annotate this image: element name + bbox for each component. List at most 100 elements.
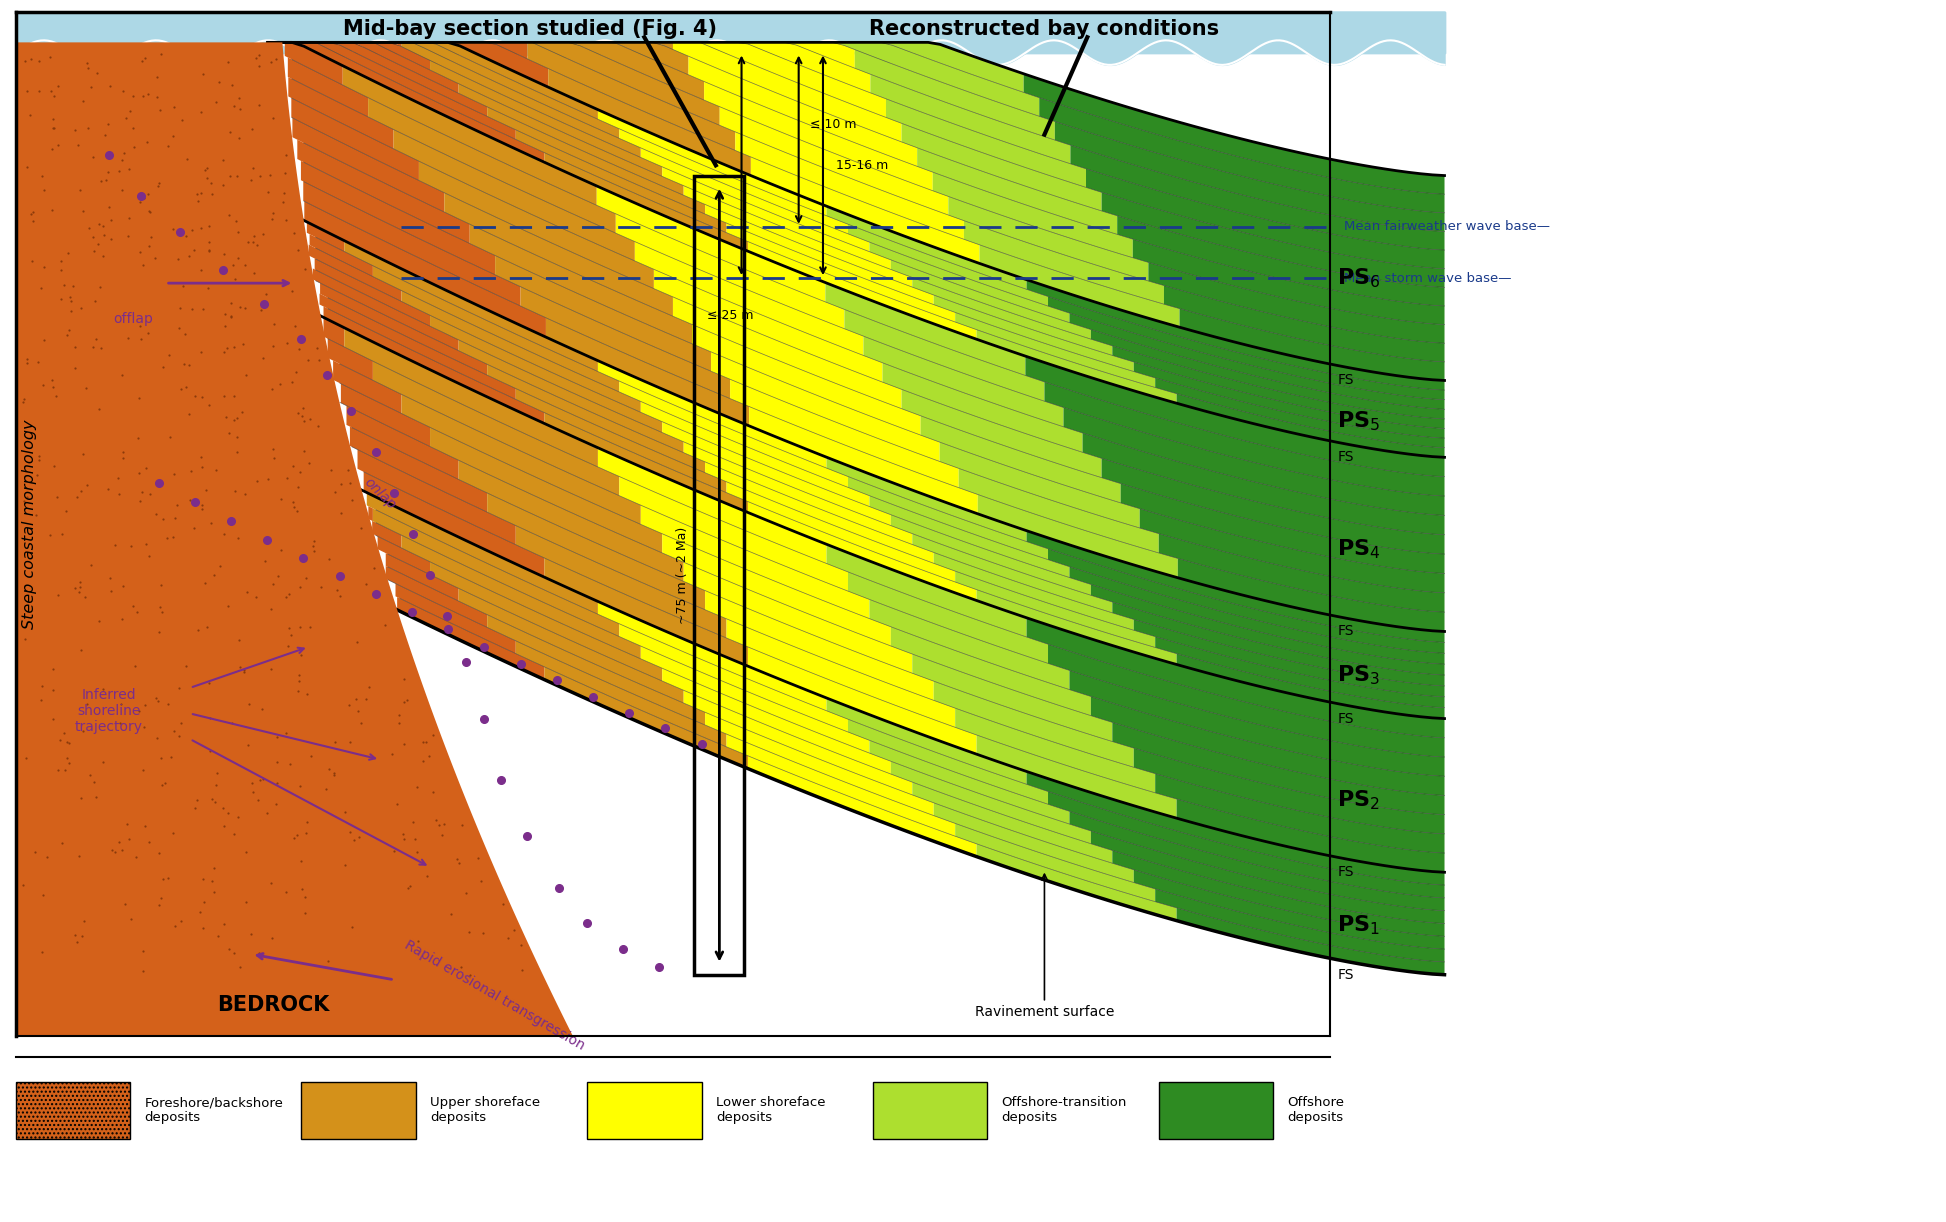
Polygon shape	[459, 84, 683, 196]
Point	[64, 298, 95, 318]
Point	[220, 481, 251, 501]
Polygon shape	[278, 43, 549, 87]
Point	[179, 241, 210, 260]
Point	[393, 876, 424, 896]
Point	[148, 357, 179, 376]
Point	[288, 412, 319, 431]
Point	[214, 423, 245, 442]
Point	[270, 210, 302, 230]
Point	[97, 841, 128, 860]
Polygon shape	[1026, 356, 1444, 477]
Polygon shape	[932, 172, 1133, 258]
Point	[158, 722, 189, 742]
Point	[274, 626, 306, 645]
Point	[222, 428, 253, 447]
Polygon shape	[1156, 378, 1444, 447]
Point	[138, 248, 169, 268]
Point	[37, 109, 68, 128]
Point	[43, 585, 74, 605]
Polygon shape	[465, 43, 689, 75]
Point	[53, 733, 84, 753]
Point	[383, 705, 414, 725]
Polygon shape	[870, 741, 1070, 824]
Point	[103, 161, 134, 181]
Point	[239, 263, 270, 282]
Point	[163, 726, 195, 745]
Point	[66, 640, 97, 660]
Point	[214, 938, 245, 958]
Point	[125, 316, 156, 336]
Point	[206, 798, 237, 818]
Point	[228, 661, 259, 681]
Polygon shape	[955, 571, 1156, 648]
Point	[8, 389, 39, 408]
Point	[202, 764, 234, 783]
Polygon shape	[486, 492, 704, 610]
Bar	[874, 1083, 987, 1139]
Polygon shape	[640, 148, 870, 252]
Point	[126, 330, 158, 349]
Text: Offshore-transition
deposits: Offshore-transition deposits	[1002, 1096, 1127, 1124]
Point	[506, 935, 537, 954]
Point	[294, 453, 325, 473]
Point	[389, 668, 420, 688]
Point	[498, 920, 529, 940]
Point	[37, 376, 68, 396]
Polygon shape	[747, 501, 977, 600]
Point	[185, 342, 216, 362]
Point	[222, 442, 253, 462]
Point	[212, 205, 243, 225]
Point	[344, 827, 376, 847]
Point	[126, 51, 158, 71]
Polygon shape	[736, 132, 963, 240]
Point	[142, 472, 173, 491]
Polygon shape	[934, 803, 1135, 882]
Point	[195, 673, 226, 693]
Point	[8, 392, 39, 412]
Point	[62, 846, 93, 865]
Point	[95, 568, 126, 588]
Polygon shape	[323, 318, 344, 347]
Point	[253, 182, 284, 202]
Point	[171, 656, 202, 676]
Point	[16, 252, 47, 271]
Point	[29, 330, 60, 349]
Point	[64, 572, 95, 591]
Point	[224, 297, 255, 316]
Polygon shape	[344, 241, 597, 371]
Point	[286, 406, 317, 425]
Point	[224, 128, 255, 148]
Polygon shape	[854, 50, 1055, 141]
Polygon shape	[934, 295, 1135, 371]
Point	[45, 251, 76, 270]
Point	[426, 826, 457, 846]
Point	[292, 811, 323, 831]
Polygon shape	[1177, 799, 1444, 873]
Point	[319, 483, 350, 502]
Polygon shape	[848, 477, 1049, 560]
Polygon shape	[662, 422, 891, 525]
Point	[128, 188, 160, 208]
Polygon shape	[885, 99, 1086, 187]
Polygon shape	[634, 242, 864, 356]
Polygon shape	[549, 68, 751, 176]
Point	[208, 342, 239, 362]
Point	[381, 794, 413, 814]
Point	[259, 448, 290, 468]
Point	[453, 921, 485, 941]
Point	[84, 277, 115, 297]
Point	[8, 875, 39, 895]
Point	[257, 108, 288, 127]
Point	[132, 546, 163, 566]
Point	[265, 374, 296, 393]
Point	[230, 484, 261, 503]
Point	[274, 584, 306, 604]
Text: Rapid erosional transgression: Rapid erosional transgression	[401, 937, 588, 1052]
Point	[134, 227, 165, 247]
Point	[53, 243, 84, 263]
Polygon shape	[459, 340, 683, 452]
Point	[25, 690, 56, 710]
Point	[12, 158, 43, 177]
Point	[411, 733, 442, 753]
Point	[486, 893, 518, 913]
